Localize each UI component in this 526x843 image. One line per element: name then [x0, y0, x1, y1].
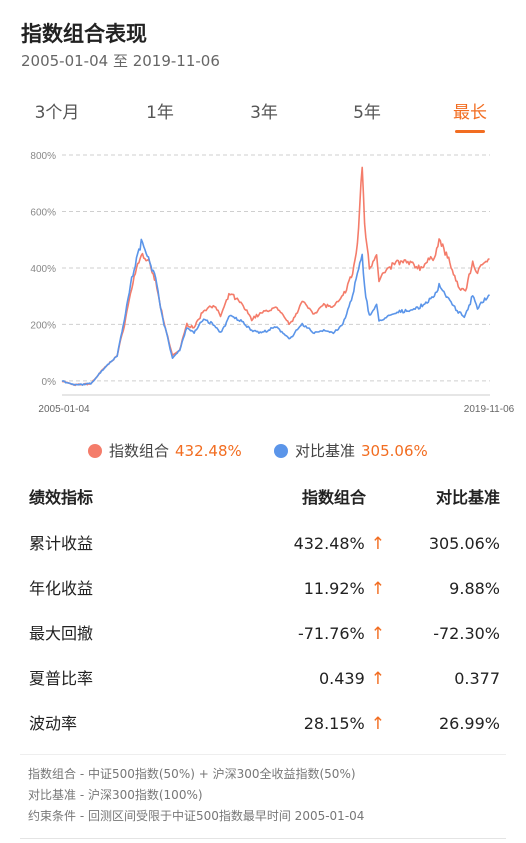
chart-legend: 指数组合 432.48% 对比基准 305.06%	[0, 440, 526, 464]
legend-item-portfolio: 指数组合 432.48%	[88, 440, 242, 461]
active-tab-indicator	[455, 130, 485, 133]
divider	[20, 754, 506, 755]
series-line-portfolio	[61, 166, 490, 387]
table-row: 最大回撤 -71.76% ↑ -72.30%	[0, 612, 526, 656]
legend-item-benchmark: 对比基准 305.06%	[274, 440, 428, 461]
metric-label: 夏普比率	[29, 669, 94, 688]
y-tick-label: 800%	[30, 151, 56, 162]
tab-3-months[interactable]: 3个月	[34, 103, 80, 123]
y-tick-label: 400%	[30, 264, 56, 275]
portfolio-value: -71.76% ↑	[298, 612, 385, 656]
x-tick-label: 2005-01-04	[38, 404, 90, 415]
page-title: 指数组合表现	[21, 22, 147, 46]
series-line-benchmark	[61, 238, 491, 386]
period-tabs: 3个月 1年 3年 5年 最长	[0, 98, 526, 134]
tab-3-years[interactable]: 3年	[250, 103, 278, 123]
benchmark-value: -72.30%	[433, 624, 500, 643]
y-tick-label: 600%	[30, 207, 56, 218]
benchmark-value: 9.88%	[449, 579, 500, 598]
up-arrow-icon: ↑	[370, 534, 385, 554]
portfolio-value: 28.15% ↑	[304, 702, 385, 746]
y-tick-label: 200%	[30, 320, 56, 331]
legend-value-portfolio: 432.48%	[175, 442, 242, 460]
metric-label: 波动率	[29, 714, 78, 733]
benchmark-value: 0.377	[454, 669, 500, 688]
portfolio-value: 432.48% ↑	[294, 522, 385, 566]
note-portfolio: 指数组合 - 中证500指数(50%) + 沪深300全收益指数(50%)	[28, 767, 356, 781]
x-tick-label: 2019-11-06	[464, 404, 515, 415]
tab-max[interactable]: 最长	[453, 103, 487, 123]
metric-label: 累计收益	[29, 534, 94, 553]
legend-label-benchmark: 对比基准	[295, 442, 356, 460]
table-row: 波动率 28.15% ↑ 26.99%	[0, 702, 526, 746]
legend-label-portfolio: 指数组合	[109, 442, 170, 460]
metric-label: 最大回撤	[29, 624, 94, 643]
portfolio-value-text: 11.92%	[303, 579, 365, 598]
tab-1-year[interactable]: 1年	[146, 103, 174, 123]
bottom-divider	[20, 838, 506, 839]
up-arrow-icon: ↑	[370, 714, 385, 734]
up-arrow-icon: ↑	[370, 624, 385, 644]
header-benchmark: 对比基准	[435, 488, 500, 507]
table-header-row: 绩效指标 指数组合 对比基准	[0, 476, 526, 520]
portfolio-value: 11.92% ↑	[304, 567, 385, 611]
header-portfolio: 指数组合	[301, 488, 366, 507]
header-metric: 绩效指标	[29, 488, 94, 507]
legend-dot-portfolio	[88, 444, 102, 458]
portfolio-value: 0.439 ↑	[319, 657, 385, 701]
legend-value-benchmark: 305.06%	[361, 442, 428, 460]
table-row: 年化收益 11.92% ↑ 9.88%	[0, 567, 526, 611]
date-range: 2005-01-04 至 2019-11-06	[21, 52, 220, 70]
note-constraint: 约束条件 - 回测区间受限于中证500指数最早时间 2005-01-04	[28, 809, 365, 823]
y-tick-label: 0%	[42, 377, 57, 388]
portfolio-value-text: 0.439	[318, 669, 365, 688]
portfolio-value-text: 432.48%	[293, 534, 365, 553]
metric-label: 年化收益	[29, 579, 94, 598]
tab-5-years[interactable]: 5年	[353, 103, 381, 123]
benchmark-value: 305.06%	[428, 534, 500, 553]
table-row: 夏普比率 0.439 ↑ 0.377	[0, 657, 526, 701]
up-arrow-icon: ↑	[370, 669, 385, 689]
portfolio-value-text: -71.76%	[297, 624, 365, 643]
portfolio-value-text: 28.15%	[303, 714, 365, 733]
up-arrow-icon: ↑	[370, 579, 385, 599]
note-benchmark: 对比基准 - 沪深300指数(100%)	[28, 788, 203, 802]
table-row: 累计收益 432.48% ↑ 305.06%	[0, 522, 526, 566]
legend-dot-benchmark	[274, 444, 288, 458]
benchmark-value: 26.99%	[438, 714, 500, 733]
performance-chart: 0% 200% 400% 600% 800% 2005-01-04 2019-11-06	[30, 151, 515, 415]
footnotes: 指数组合 - 中证500指数(50%) + 沪深300全收益指数(50%) 对比…	[28, 764, 364, 827]
